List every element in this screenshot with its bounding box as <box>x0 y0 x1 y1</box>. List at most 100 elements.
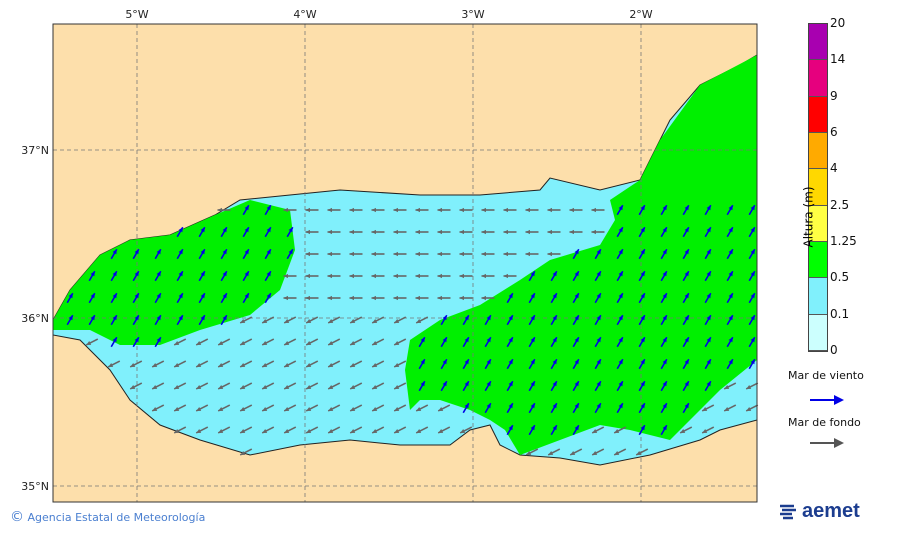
arrow-head <box>371 251 377 257</box>
aemet-logo-icon <box>780 504 796 519</box>
arrow-head <box>244 227 249 233</box>
copyright-icon: © <box>10 509 24 525</box>
arrow-head <box>746 384 752 389</box>
arrow-head <box>596 293 601 299</box>
arrow-head <box>393 273 399 279</box>
arrow-head <box>640 205 645 211</box>
arrow-head <box>217 207 223 213</box>
arrow-head <box>459 229 465 235</box>
arrow-head <box>416 318 422 323</box>
arrow-head <box>486 381 491 387</box>
arrow-head <box>464 337 469 343</box>
arrow-head <box>530 337 535 343</box>
arrow-head <box>662 337 667 343</box>
arrow-head <box>178 315 183 321</box>
arrow-head <box>174 384 180 389</box>
arrow-field <box>66 204 759 456</box>
arrow-head <box>662 271 667 277</box>
arrow-head <box>196 428 202 433</box>
arrow-head <box>662 403 667 409</box>
arrow-head <box>262 428 268 433</box>
arrow-head <box>240 318 246 323</box>
colorbar-legend: Altura (m) 20 14 9 6 4 2.5 1.25 0.5 0.1 0 <box>800 16 900 450</box>
arrow-head <box>240 450 246 455</box>
arrow-head <box>349 251 355 257</box>
arrow-head <box>702 406 708 411</box>
arrow-head <box>90 315 95 321</box>
arrow-head <box>152 384 158 389</box>
arrow-head <box>596 359 601 365</box>
aemet-logo-text: aemet <box>802 500 860 522</box>
aemet-logo: aemet <box>777 500 860 523</box>
arrow-head <box>596 271 601 277</box>
arrow-head <box>574 315 579 321</box>
arrow-head <box>750 271 755 277</box>
arrow-head <box>112 337 117 343</box>
arrow-head <box>262 406 268 411</box>
colorbar-tick-label: 4 <box>830 161 838 176</box>
arrow-head <box>442 359 447 365</box>
arrow-head <box>305 295 311 301</box>
arrow-head <box>244 205 249 211</box>
arrow-head <box>266 249 271 255</box>
arrow-head <box>174 406 180 411</box>
colorbar-segment <box>809 60 827 97</box>
arrow-head <box>552 359 557 365</box>
arrow-head <box>464 315 469 321</box>
arrow-head <box>284 406 290 411</box>
arrow-head <box>156 293 161 299</box>
arrow-head <box>240 428 246 433</box>
arrow-head <box>415 229 421 235</box>
arrow-head <box>415 251 421 257</box>
colorbar <box>808 23 828 352</box>
arrow-head <box>750 227 755 233</box>
arrow-head <box>706 381 711 387</box>
arrow-head <box>218 384 224 389</box>
arrow-head <box>437 207 443 213</box>
arrow-head <box>416 428 422 433</box>
arrow-head <box>684 205 689 211</box>
colorbar-tick-label: 0 <box>830 343 838 357</box>
arrow-head <box>508 315 513 321</box>
arrow-head <box>218 362 224 367</box>
arrow-head <box>618 315 623 321</box>
arrow-head <box>526 450 532 455</box>
arrow-head <box>394 428 400 433</box>
arrow-head <box>90 293 95 299</box>
arrow-head <box>640 249 645 255</box>
arrow-head <box>728 315 733 321</box>
arrow-head <box>503 251 509 257</box>
arrow-head <box>530 381 535 387</box>
arrow-head <box>706 271 711 277</box>
arrow-head <box>68 315 73 321</box>
arrow-head <box>288 227 293 233</box>
arrow-head <box>327 273 333 279</box>
lon-label: 3°W <box>461 8 484 21</box>
arrow-head <box>306 428 312 433</box>
colorbar-segment <box>809 241 827 279</box>
arrow-head <box>460 428 466 433</box>
wind-sea-arrow-icon <box>810 395 844 405</box>
colorbar-segment <box>809 205 827 242</box>
colorbar-segment <box>809 24 827 61</box>
arrow-head <box>728 337 733 343</box>
arrow-head <box>371 229 377 235</box>
arrow-head <box>394 406 400 411</box>
arrow-head <box>569 207 575 213</box>
arrow-head <box>618 249 623 255</box>
arrow-head <box>178 293 183 299</box>
arrow-head <box>684 227 689 233</box>
arrow-head <box>442 381 447 387</box>
arrow-head <box>196 362 202 367</box>
arrow-head <box>240 362 246 367</box>
arrow-head <box>508 425 513 431</box>
arrow-head <box>328 428 334 433</box>
arrow-head <box>200 315 205 321</box>
arrow-head <box>262 318 268 323</box>
arrow-head <box>459 251 465 257</box>
arrow-head <box>728 271 733 277</box>
arrow-head <box>706 227 711 233</box>
arrow-head <box>420 359 425 365</box>
arrow-head <box>437 273 443 279</box>
arrow-head <box>684 249 689 255</box>
